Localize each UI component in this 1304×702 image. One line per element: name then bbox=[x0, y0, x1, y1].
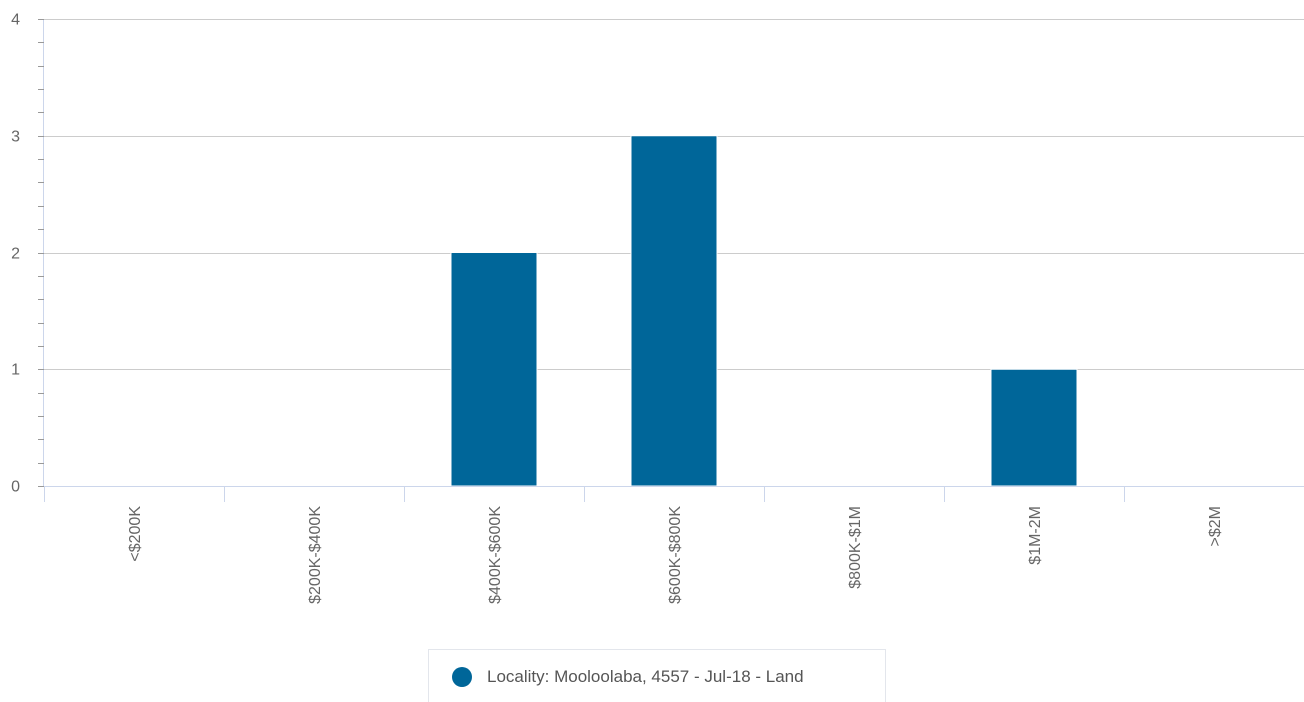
y-tick-label: 4 bbox=[11, 12, 20, 29]
legend[interactable]: Locality: Mooloolaba, 4557 - Jul-18 - La… bbox=[428, 649, 886, 702]
bar[interactable] bbox=[630, 135, 718, 487]
legend-label[interactable]: Locality: Mooloolaba, 4557 - Jul-18 - La… bbox=[487, 667, 804, 686]
bars bbox=[450, 135, 1078, 487]
x-tick-label: $1M-2M bbox=[1027, 506, 1044, 565]
y-axis: 0 1 2 3 4 bbox=[11, 12, 44, 496]
y-tick-label: 0 bbox=[11, 479, 20, 496]
x-tick-label: $800K-$1M bbox=[847, 506, 864, 589]
x-tick-label: $400K-$600K bbox=[487, 506, 504, 604]
circle-marker-icon bbox=[452, 667, 472, 687]
x-tick-label: <$200K bbox=[127, 506, 144, 562]
x-tick-label: >$2M bbox=[1207, 506, 1224, 546]
bar[interactable] bbox=[450, 252, 538, 487]
bar[interactable] bbox=[990, 368, 1078, 487]
y-tick-label: 1 bbox=[11, 362, 20, 379]
y-tick-label: 3 bbox=[11, 129, 20, 146]
x-tick-label: $600K-$800K bbox=[667, 506, 684, 604]
x-tick-label: $200K-$400K bbox=[307, 506, 324, 604]
x-axis: <$200K $200K-$400K $400K-$600K $600K-$800K $… bbox=[44, 486, 1304, 604]
y-tick-label: 2 bbox=[11, 246, 20, 263]
